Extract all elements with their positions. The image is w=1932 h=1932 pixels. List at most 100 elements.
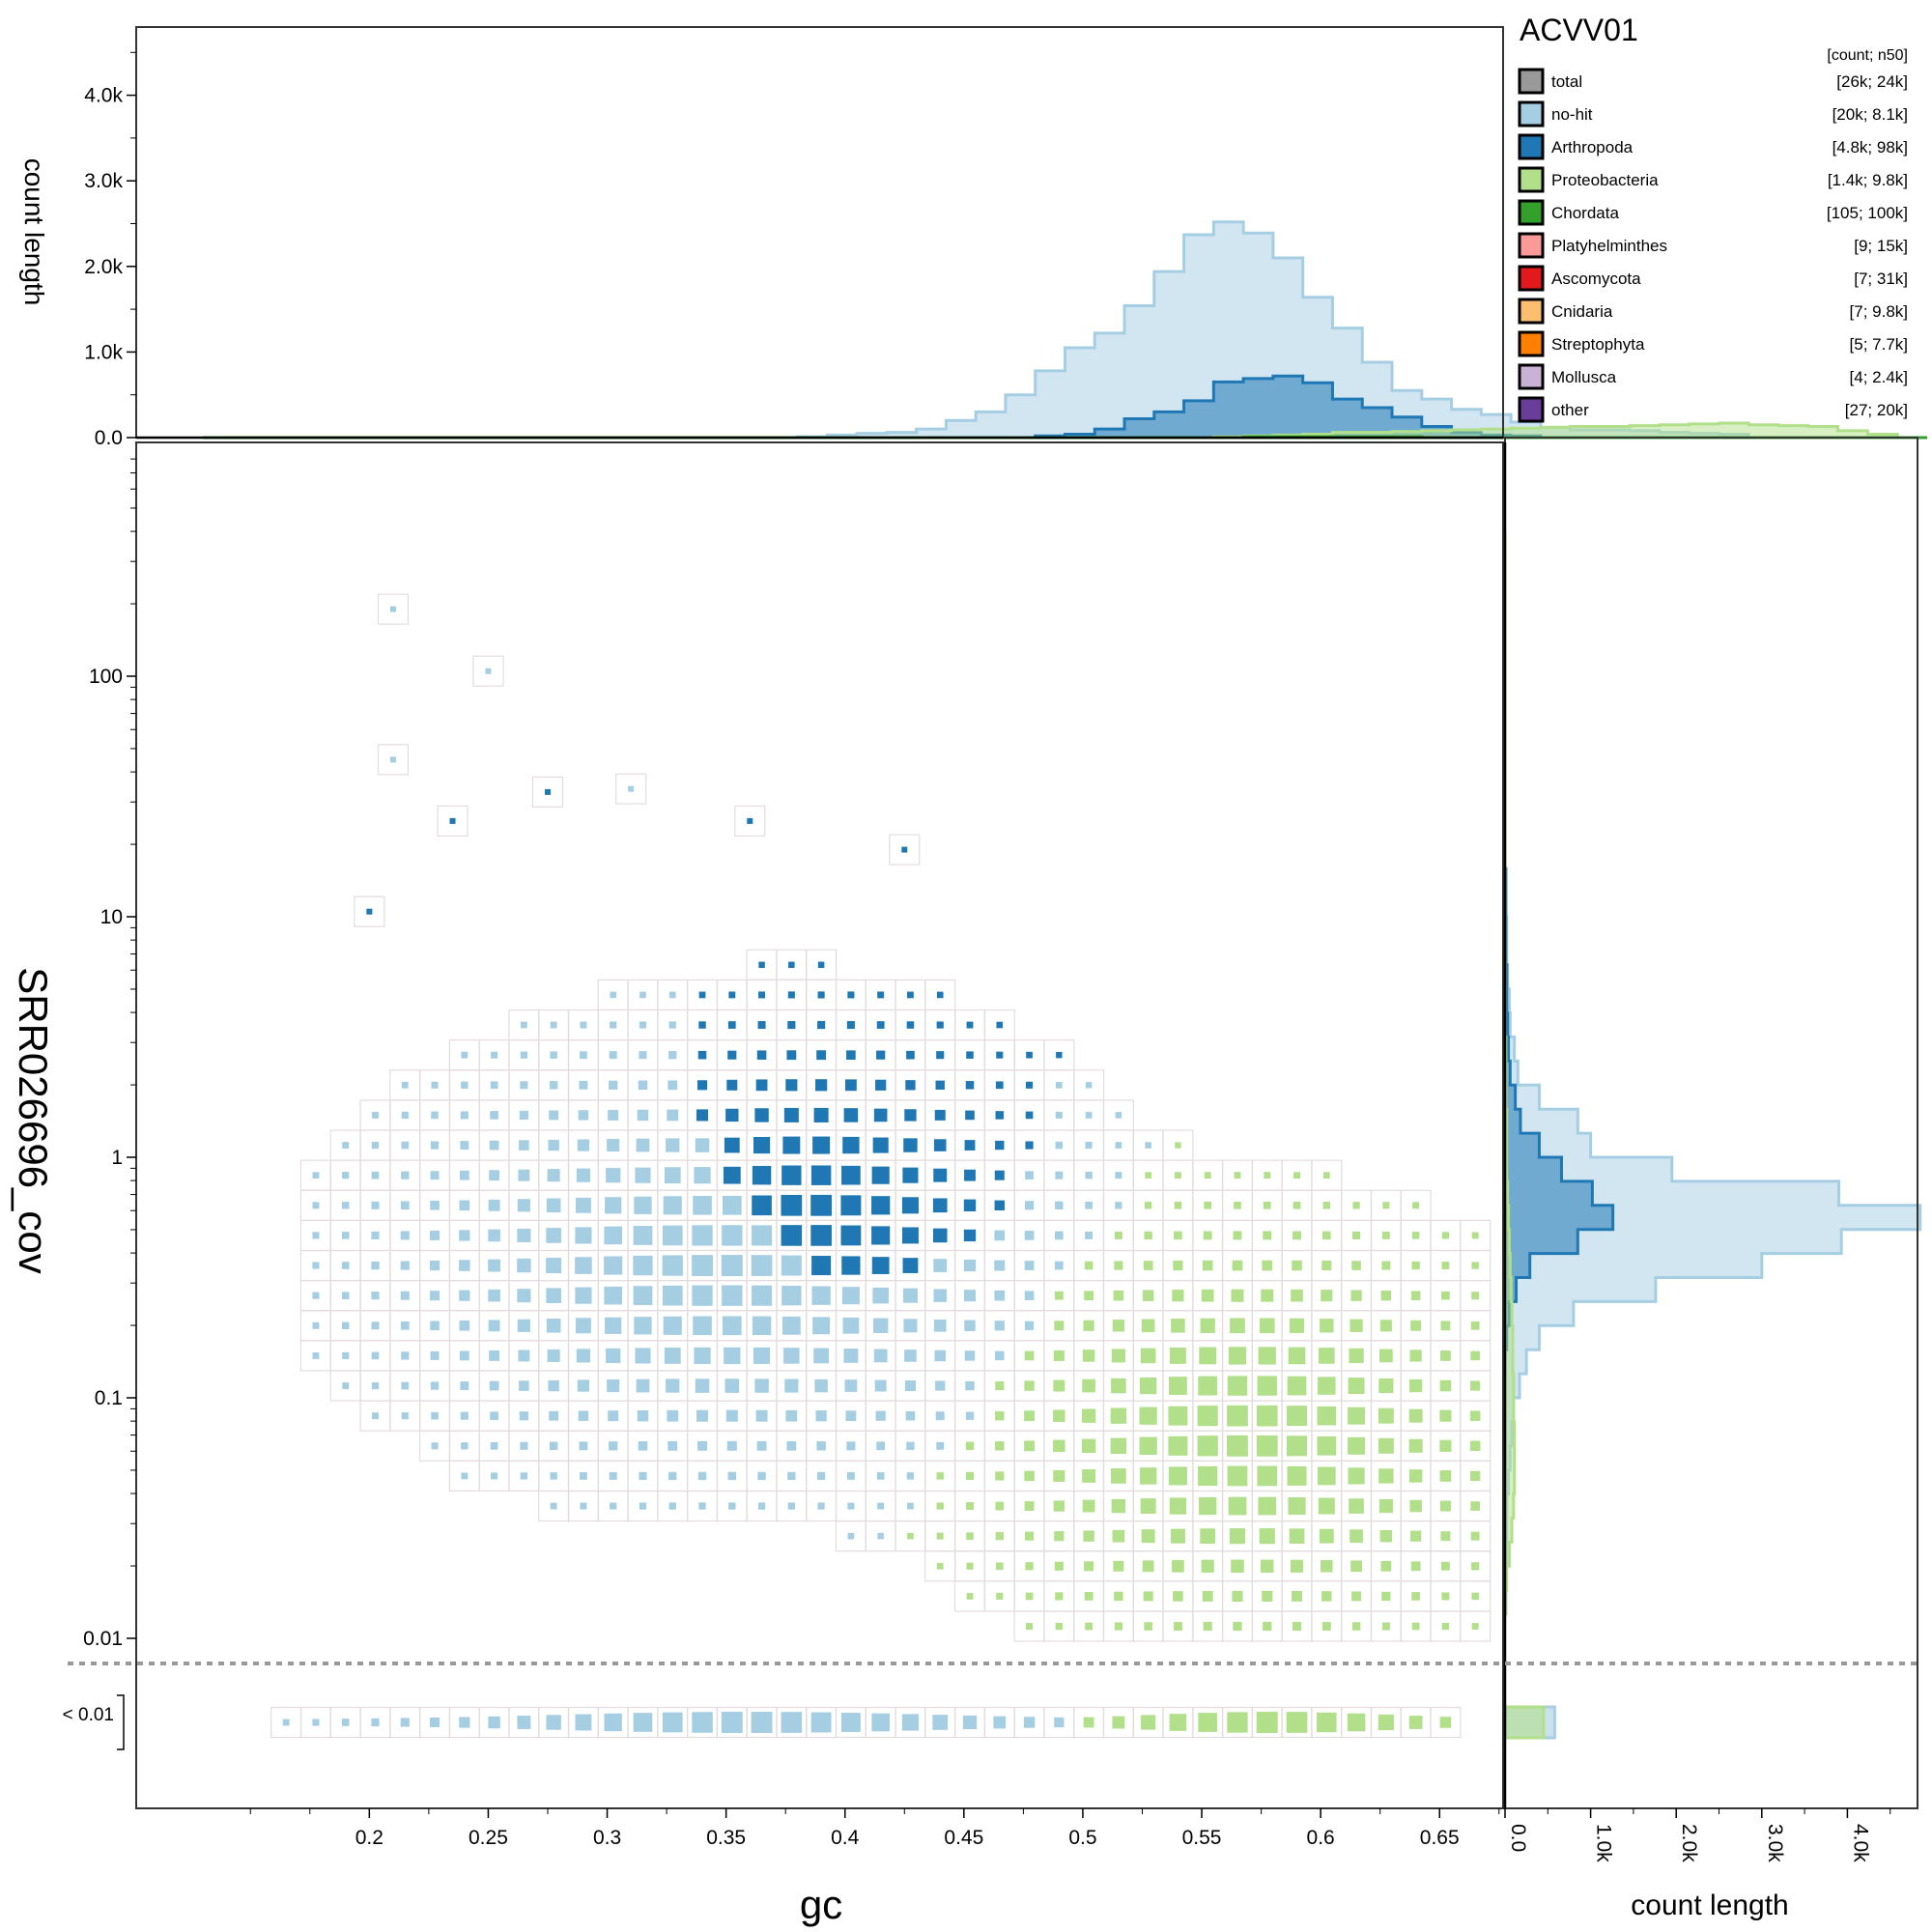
grid-point-no-hit [1055, 1141, 1064, 1150]
grid-point-Proteobacteria [1321, 1290, 1333, 1302]
grid-point-Proteobacteria [965, 1471, 975, 1481]
grid-point-Proteobacteria [1321, 1560, 1333, 1573]
grid-point-no-hit [608, 1109, 619, 1121]
grid-point-no-hit [668, 991, 676, 999]
y-tick-label: 10 [100, 906, 123, 928]
grid-point-Proteobacteria [1082, 1378, 1095, 1393]
grid-point-no-hit [605, 1197, 622, 1214]
grid-point-no-hit [844, 1379, 858, 1392]
grid-point-no-hit [490, 1411, 498, 1420]
grid-point-Arthropoda [934, 1109, 946, 1121]
grid-point-Proteobacteria [1024, 1380, 1035, 1391]
axes: 0.2 0.25 0.3 0.35 0.4 0.45 0.5 0.55 0.6 0.650.010… [68, 26, 1918, 1862]
grid-point-Proteobacteria [1320, 1319, 1334, 1333]
grid-point-no-hit [667, 1109, 679, 1122]
grid-point-Proteobacteria [996, 1592, 1004, 1600]
grid-point-no-hit [546, 1258, 562, 1274]
grid-point-Proteobacteria [1470, 1531, 1480, 1541]
grid-point-no-hit [400, 1291, 410, 1300]
grid-point-Proteobacteria [995, 1441, 1005, 1451]
grid-point-Proteobacteria [936, 1472, 944, 1480]
grid-point-no-hit [813, 1348, 830, 1364]
grid-point-no-hit [371, 1261, 380, 1270]
grid-point-no-hit [550, 1472, 557, 1480]
side-hist-x-label: count length [1631, 1889, 1788, 1921]
grid-point-no-hit [633, 1255, 653, 1276]
grid-point-no-hit [519, 1110, 528, 1121]
grid-point-Proteobacteria [1084, 1291, 1094, 1301]
grid-point-no-hit [519, 1411, 528, 1421]
grid-point-no-hit [489, 1380, 499, 1391]
grid-point-no-hit [518, 1169, 530, 1181]
grid-point-no-hit [576, 1349, 591, 1363]
grid-point-Proteobacteria [1054, 1561, 1064, 1571]
grid-point-no-hit [628, 785, 635, 792]
grid-point-no-hit [549, 1441, 558, 1451]
grid-point-no-hit [372, 1412, 379, 1420]
grid-point-no-hit [520, 1472, 528, 1480]
grid-point-no-hit [994, 1290, 1006, 1301]
grid-point-no-hit [727, 1471, 737, 1481]
grid-point-no-hit [876, 1441, 886, 1451]
grid-point-no-hit [546, 1319, 561, 1333]
grid-point-Arthropoda [817, 961, 825, 969]
grid-point-no-hit [389, 606, 396, 612]
grid-point-Proteobacteria [1350, 1290, 1362, 1301]
legend-label-total: total [1551, 72, 1582, 91]
legend-stats-other: [27; 20k] [1845, 401, 1908, 419]
grid-point-Proteobacteria [1380, 1560, 1392, 1572]
grid-point-no-hit [1115, 1172, 1122, 1179]
grid-point-no-hit [965, 1380, 975, 1391]
grid-point-no-hit [579, 1441, 588, 1451]
low-cov-point-Proteobacteria [1256, 1712, 1278, 1733]
grid-point-Arthropoda [817, 991, 825, 999]
grid-point-Proteobacteria [1110, 1468, 1126, 1484]
grid-point-no-hit [520, 1081, 528, 1090]
grid-point-Arthropoda [816, 1050, 827, 1061]
grid-point-no-hit [575, 1318, 591, 1334]
grid-point-Arthropoda [966, 1021, 974, 1029]
grid-point-no-hit [1024, 1201, 1035, 1210]
legend-stats-Chordata: [105; 100k] [1827, 204, 1908, 222]
grid-point-Proteobacteria [1322, 1172, 1330, 1179]
grid-point-Arthropoda [697, 1050, 707, 1060]
grid-point-Proteobacteria [1470, 1321, 1480, 1330]
grid-point-Proteobacteria [1258, 1347, 1276, 1365]
grid-point-no-hit [485, 668, 492, 674]
grid-point-no-hit [371, 1292, 380, 1300]
grid-point-no-hit [639, 1021, 647, 1029]
grid-point-Proteobacteria [1317, 1435, 1337, 1456]
grid-point-no-hit [372, 1111, 379, 1119]
grid-point-Proteobacteria [1470, 1350, 1480, 1361]
grid-point-no-hit [722, 1285, 743, 1306]
grid-point-Proteobacteria [1408, 1378, 1423, 1393]
grid-point-Proteobacteria [1471, 1623, 1479, 1631]
grid-point-Proteobacteria [1378, 1437, 1394, 1454]
grid-point-Proteobacteria [1174, 1202, 1182, 1209]
grid-point-Arthropoda [698, 1021, 706, 1029]
grid-point-Proteobacteria [1262, 1590, 1273, 1603]
grid-point-Proteobacteria [1289, 1318, 1305, 1333]
grid-point-no-hit [430, 1171, 440, 1180]
grid-point-no-hit [580, 1051, 587, 1060]
grid-point-Arthropoda [842, 1136, 860, 1154]
grid-point-Proteobacteria [1082, 1468, 1096, 1483]
grid-point-no-hit [843, 1349, 859, 1363]
grid-point-no-hit [371, 1351, 380, 1360]
grid-point-Proteobacteria [1319, 1528, 1334, 1544]
grid-point-Arthropoda [936, 1021, 944, 1029]
grid-point-Arthropoda [876, 1021, 885, 1029]
grid-point-no-hit [1054, 1261, 1064, 1270]
grid-point-no-hit [846, 1441, 856, 1451]
legend-swatch-Platyhelminthes [1518, 232, 1545, 259]
grid-point-no-hit [722, 1316, 742, 1336]
grid-point-no-hit [812, 1317, 831, 1335]
grid-point-no-hit [400, 1231, 410, 1240]
grid-point-no-hit [728, 1502, 736, 1510]
grid-point-Proteobacteria [1411, 1622, 1420, 1631]
grid-point-Arthropoda [366, 908, 373, 915]
grid-point-Proteobacteria [966, 1562, 974, 1570]
grid-point-no-hit [610, 1502, 617, 1510]
grid-cell [472, 655, 504, 687]
grid-point-no-hit [1085, 1112, 1093, 1119]
